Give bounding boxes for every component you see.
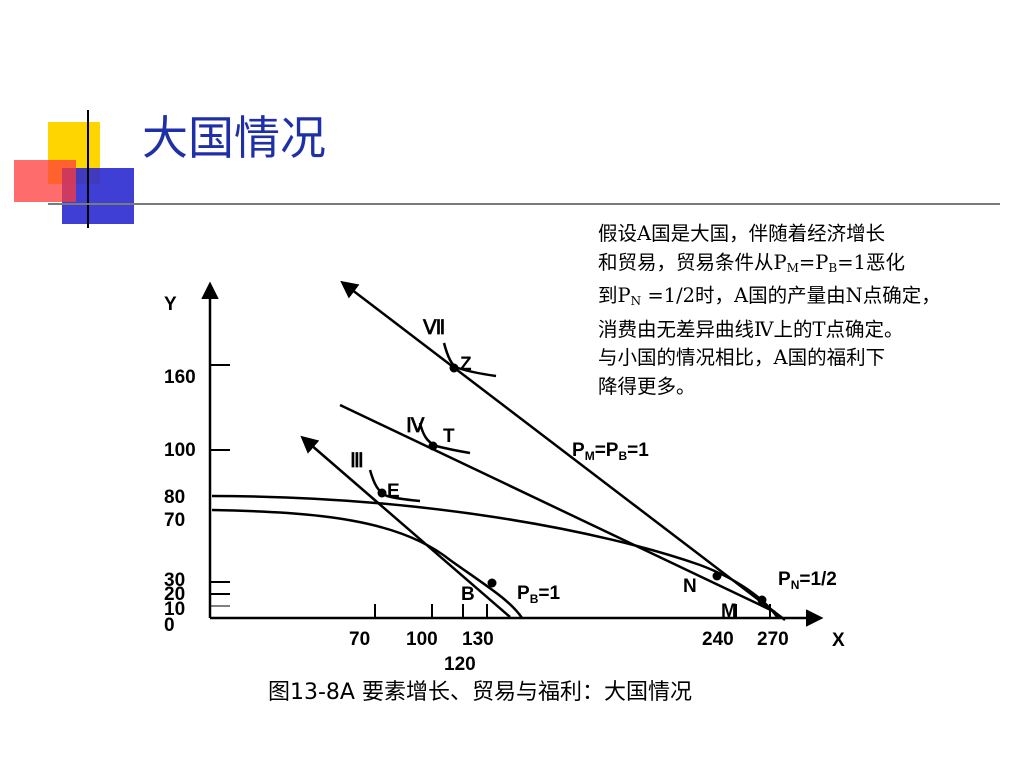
point-label-t: T (443, 426, 455, 447)
y-tick-label: 10 (164, 599, 185, 620)
description-text: 假设A国是大国，伴随着经济增长 和贸易，贸易条件从PM=PB=1恶化 到PN =… (598, 220, 1018, 402)
y-tick-label: 160 (164, 367, 196, 388)
point-n-dot (712, 571, 722, 581)
x-tick-label: 100 (406, 629, 438, 650)
point-label-b: B (461, 584, 475, 605)
point-z-dot (449, 363, 459, 373)
x-tick-label: 270 (757, 629, 789, 650)
point-t-dot (428, 441, 438, 451)
indifference-curve-iii (368, 469, 421, 503)
x-axis-label: X (832, 630, 845, 651)
y-tick-label: 30 (164, 570, 185, 591)
price-label-pn: PN=1/2 (778, 569, 837, 592)
point-e-dot (377, 488, 387, 498)
y-tick-label: 70 (164, 510, 185, 531)
y-tick-label: 100 (164, 440, 196, 461)
description-line: 消费由无差异曲线Ⅳ上的T点确定。 (598, 317, 904, 341)
point-label-m: M (721, 601, 737, 622)
point-label-z: Z (460, 354, 472, 375)
production-frontier-outer (211, 494, 780, 619)
price-line-pn (339, 403, 776, 614)
x-tick-label: 120 (444, 654, 476, 675)
curve-label-vii: Ⅶ (422, 317, 445, 339)
curve-label-iii: Ⅲ (350, 450, 364, 472)
description-line: 假设A国是大国，伴随着经济增长 (598, 222, 886, 245)
description-line: 降得更多。 (598, 374, 696, 398)
price-label-pb: PB=1 (517, 583, 560, 606)
x-tick-label: 70 (349, 629, 370, 650)
point-label-n: N (683, 576, 697, 597)
figure-caption: 图13-8A 要素增长、贸易与福利：大国情况 (268, 680, 692, 705)
description-line: 到PN =1/2时，A国的产量由N点确定， (598, 284, 941, 309)
y-axis-label: Y (164, 294, 177, 315)
slide-decoration (14, 110, 1000, 228)
price-line-pb (300, 435, 511, 618)
point-b-dot (487, 578, 497, 588)
x-tick-label: 130 (462, 629, 494, 650)
description-line: 与小国的情况相比，A国的福利下 (598, 346, 886, 370)
y-tick-label: 20 (164, 584, 185, 605)
description-line: 和贸易，贸易条件从PM=PB=1恶化 (598, 250, 905, 275)
production-frontier-inner (211, 508, 524, 619)
price-line-pm-pb (340, 280, 786, 621)
y-tick-label: 0 (164, 615, 175, 636)
curve-label-iv: Ⅳ (406, 415, 425, 437)
deco-red-square (14, 160, 76, 202)
slide-title: 大国情况 (142, 111, 326, 165)
point-label-e: E (387, 481, 400, 502)
point-m-dot (757, 595, 767, 605)
y-tick-label: 80 (164, 487, 185, 508)
x-tick-label: 240 (702, 629, 734, 650)
price-label-pm-pb: PM=PB=1 (572, 440, 649, 463)
